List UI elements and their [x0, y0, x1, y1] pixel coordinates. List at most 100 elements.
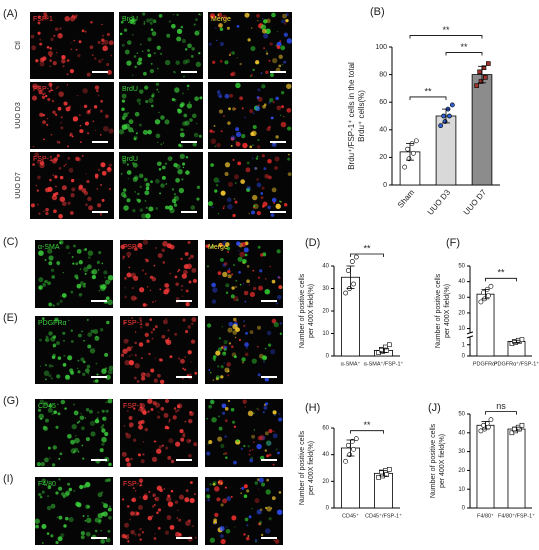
cell: [190, 498, 195, 502]
data-point: [402, 164, 408, 170]
cell: [56, 140, 59, 143]
cell: [185, 155, 189, 159]
cell: [48, 261, 53, 266]
cell: [157, 508, 162, 512]
cell: [220, 538, 226, 545]
cell: [249, 109, 254, 114]
cell: [124, 522, 129, 528]
cell: [71, 423, 77, 430]
cell: [255, 60, 260, 65]
cell: [75, 156, 80, 162]
cell: [36, 159, 42, 164]
cell: [141, 357, 143, 359]
cell: [103, 503, 108, 509]
cell: [168, 20, 172, 23]
cell: [62, 363, 67, 367]
cell: [142, 494, 148, 501]
cell: [185, 302, 190, 307]
cell: [173, 71, 175, 73]
cell: [179, 429, 184, 434]
cell: [123, 205, 129, 211]
cell: [130, 272, 137, 278]
cell: [48, 403, 53, 408]
cell: [63, 524, 67, 528]
cell: [131, 286, 135, 290]
cell: [157, 67, 159, 70]
cell: [136, 52, 139, 54]
cell: [224, 162, 231, 168]
cell: [163, 292, 165, 295]
cell: [154, 498, 157, 500]
cell: [39, 160, 45, 166]
cell: [160, 52, 163, 55]
cell: [246, 161, 250, 165]
cell: [192, 113, 197, 119]
cell: [161, 444, 164, 447]
cell: [79, 281, 85, 286]
cell: [139, 538, 142, 541]
cell: [232, 214, 236, 217]
cell: [136, 511, 140, 516]
cell: [123, 112, 128, 118]
cell: [175, 164, 181, 169]
cell: [126, 60, 132, 66]
cell: [236, 439, 240, 443]
cell: [268, 59, 271, 62]
cell: [279, 332, 282, 335]
cell: [75, 501, 81, 507]
cell: [189, 439, 192, 442]
cell: [225, 283, 230, 288]
cell: [154, 533, 156, 535]
cell: [56, 154, 60, 158]
cell: [132, 208, 136, 213]
cell: [222, 263, 227, 267]
cell: [60, 58, 66, 64]
cell: [64, 16, 70, 22]
y-tick-label: 50: [458, 412, 465, 418]
cell: [123, 338, 129, 344]
cell: [66, 73, 69, 76]
cell: [39, 365, 42, 368]
cell: [174, 203, 176, 205]
cell: [188, 453, 192, 458]
cell: [65, 516, 69, 521]
cell: [253, 412, 255, 415]
cell: [271, 496, 276, 501]
cell: [276, 45, 281, 49]
cell: [219, 59, 223, 63]
cell: [170, 157, 173, 159]
cell: [266, 454, 270, 458]
cell: [280, 121, 287, 128]
cell: [262, 355, 267, 360]
significance-label: **: [442, 25, 450, 35]
cell: [188, 373, 192, 376]
cell: [125, 432, 128, 436]
cell: [152, 401, 157, 406]
cell: [49, 65, 52, 68]
cell: [36, 462, 41, 467]
cell: [212, 482, 216, 486]
cell: [42, 210, 45, 213]
cell: [101, 38, 105, 42]
channel-label: F4/80: [38, 481, 56, 488]
cell: [133, 376, 137, 380]
cell: [208, 369, 211, 371]
cell: [50, 503, 56, 509]
cell: [191, 322, 194, 326]
cell: [124, 535, 130, 540]
cell: [65, 163, 67, 166]
data-point: [509, 430, 515, 436]
cell: [216, 497, 221, 502]
cell: [52, 304, 55, 307]
cell: [134, 191, 136, 193]
cell: [243, 324, 246, 328]
cell: [85, 172, 87, 175]
cell: [251, 508, 253, 510]
cell: [149, 68, 155, 74]
cell: [188, 519, 191, 523]
cell: [44, 279, 48, 284]
cell: [101, 23, 103, 26]
cell: [208, 404, 212, 409]
cell: [263, 167, 267, 171]
cell: [107, 274, 114, 281]
